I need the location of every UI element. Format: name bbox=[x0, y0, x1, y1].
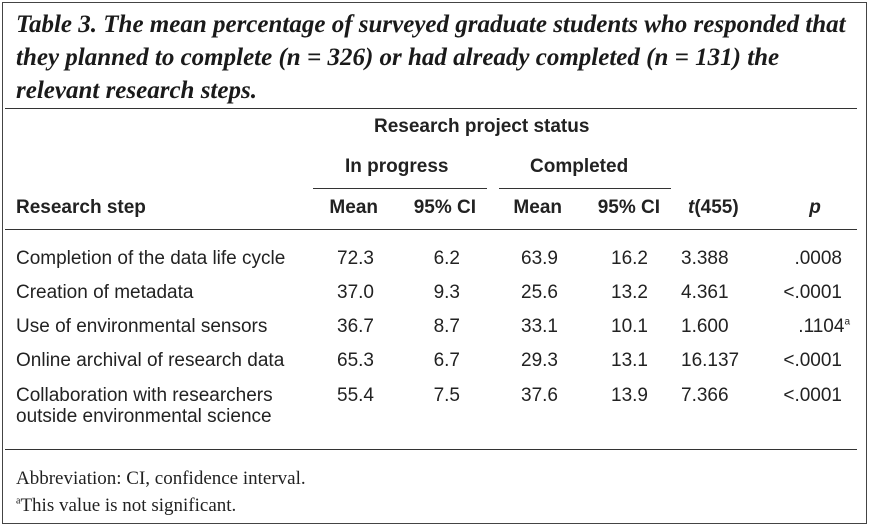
significance-mark: a bbox=[16, 495, 21, 507]
row-2-step: Creation of metadata bbox=[16, 282, 194, 303]
t-df: (455) bbox=[694, 197, 739, 218]
research-step-header: Research step bbox=[16, 197, 146, 218]
row-5-t: 7.366 bbox=[681, 385, 729, 406]
t-header: t(455) bbox=[688, 197, 739, 218]
row-1-p: .0008 bbox=[794, 248, 842, 269]
row-3-ci-completed: 10.1 bbox=[611, 316, 648, 337]
row-2-p: <.0001 bbox=[783, 282, 842, 303]
row-3-p-cell: .1104a bbox=[760, 316, 850, 338]
row-2-t: 4.361 bbox=[681, 282, 729, 303]
row-1-ci-completed: 16.2 bbox=[611, 248, 648, 269]
row-2-ci-completed: 13.2 bbox=[611, 282, 648, 303]
row-5-ci-in-progress: 7.5 bbox=[433, 385, 460, 406]
row-4-mean-completed: 29.3 bbox=[521, 350, 558, 371]
mean-in-progress-header: Mean bbox=[329, 197, 378, 218]
row-5-ci-completed: 13.9 bbox=[611, 385, 648, 406]
row-5-mean-completed: 37.6 bbox=[521, 385, 558, 406]
row-1-t: 3.388 bbox=[681, 248, 729, 269]
row-1-mean-in-progress: 72.3 bbox=[337, 248, 374, 269]
header-rule bbox=[5, 229, 857, 230]
row-1-step: Completion of the data life cycle bbox=[16, 248, 286, 269]
ci-in-progress-header: 95% CI bbox=[413, 197, 476, 218]
significance-note: aThis value is not significant. bbox=[16, 495, 236, 517]
row-5-step: Collaboration with researchers bbox=[16, 385, 273, 406]
completed-rule bbox=[499, 188, 671, 189]
row-3-mean-completed: 33.1 bbox=[521, 316, 558, 337]
row-3-t: 1.600 bbox=[681, 316, 729, 337]
row-3-mean-in-progress: 36.7 bbox=[337, 316, 374, 337]
row-4-ci-in-progress: 6.7 bbox=[433, 350, 460, 371]
significance-text: This value is not significant. bbox=[20, 495, 237, 516]
top-rule bbox=[5, 108, 857, 109]
row-2-mean-in-progress: 37.0 bbox=[337, 282, 374, 303]
mean-completed-header: Mean bbox=[513, 197, 562, 218]
row-4-p: <.0001 bbox=[783, 350, 842, 371]
row-3-p: .1104 bbox=[798, 316, 845, 337]
table-caption: Table 3. The mean percentage of surveyed… bbox=[16, 11, 846, 104]
row-1-ci-in-progress: 6.2 bbox=[433, 248, 460, 269]
row-4-ci-completed: 13.1 bbox=[611, 350, 648, 371]
row-3-step: Use of environmental sensors bbox=[16, 316, 268, 337]
row-4-step: Online archival of research data bbox=[16, 350, 285, 371]
row-1-mean-completed: 63.9 bbox=[521, 248, 558, 269]
ci-completed-header: 95% CI bbox=[597, 197, 660, 218]
row-2-ci-in-progress: 9.3 bbox=[433, 282, 460, 303]
row-4-t: 16.137 bbox=[681, 350, 740, 371]
in-progress-header: In progress bbox=[345, 156, 449, 177]
abbreviation-note: Abbreviation: CI, confidence interval. bbox=[16, 468, 306, 489]
p-header: p bbox=[809, 197, 821, 218]
row-5-p: <.0001 bbox=[783, 385, 842, 406]
completed-header: Completed bbox=[530, 156, 629, 177]
group-header: Research project status bbox=[374, 116, 590, 137]
row-4-mean-in-progress: 65.3 bbox=[337, 350, 374, 371]
row-3-ci-in-progress: 8.7 bbox=[433, 316, 460, 337]
row-3-p-footnote-mark: a bbox=[844, 316, 850, 328]
row-2-mean-completed: 25.6 bbox=[521, 282, 558, 303]
bottom-rule bbox=[5, 449, 857, 450]
row-5-mean-in-progress: 55.4 bbox=[337, 385, 374, 406]
in-progress-rule bbox=[313, 188, 487, 189]
row-5-step-line2: outside environmental science bbox=[16, 406, 272, 427]
